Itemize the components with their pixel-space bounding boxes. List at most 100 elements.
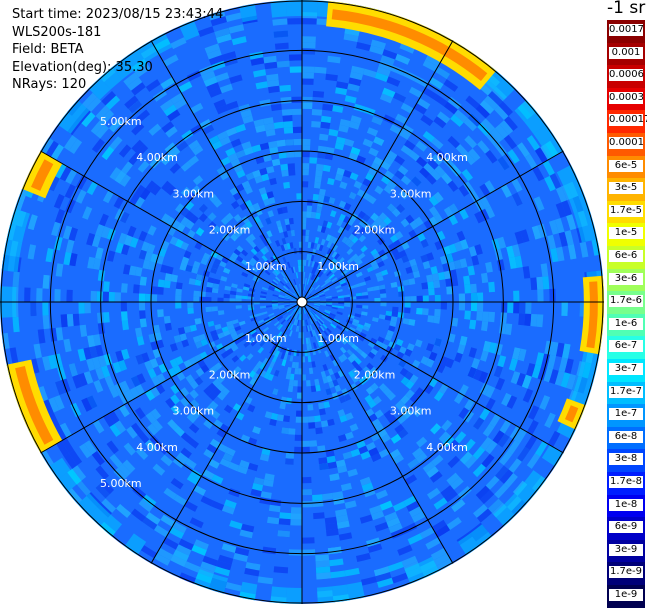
backscatter-cell — [313, 194, 319, 201]
backscatter-cell — [158, 279, 165, 287]
backscatter-cell — [459, 294, 465, 303]
backscatter-cell — [294, 151, 302, 157]
backscatter-cell — [239, 4, 257, 23]
colorbar-swatch: 1e-5 — [607, 223, 645, 246]
backscatter-cell — [380, 302, 386, 306]
backscatter-cell — [347, 582, 365, 601]
backscatter-cell — [289, 54, 302, 60]
backscatter-cell — [313, 512, 325, 519]
backscatter-cell — [549, 289, 555, 302]
backscatter-cell — [279, 518, 291, 525]
backscatter-cell — [404, 307, 411, 313]
backscatter-cell — [164, 280, 171, 288]
backscatter-cell — [524, 314, 531, 326]
backscatter-cell — [175, 289, 182, 296]
backscatter-cell — [302, 48, 315, 54]
backscatter-cell — [139, 310, 146, 319]
backscatter-cell — [292, 109, 302, 115]
colorbar-swatch: 0.00017 — [607, 110, 645, 133]
colorbar-swatch: 3e-8 — [607, 449, 645, 472]
backscatter-cell — [193, 291, 200, 297]
colorbar-label: 1e-7 — [609, 408, 643, 420]
colorbar-label: 3e-6 — [609, 273, 643, 285]
backscatter-cell — [13, 317, 20, 332]
backscatter-cell — [477, 302, 483, 312]
colorbar-swatch: 1.7e-9 — [607, 562, 645, 585]
backscatter-cell — [140, 318, 147, 327]
backscatter-cell — [296, 411, 302, 417]
backscatter-cell — [285, 139, 294, 146]
backscatter-cell — [121, 302, 127, 312]
backscatter-cell — [536, 314, 543, 327]
backscatter-cell — [277, 61, 290, 68]
range-ring-label: 4.00km — [426, 151, 468, 164]
backscatter-cell — [311, 121, 321, 128]
backscatter-cell — [356, 296, 362, 300]
backscatter-cell — [277, 414, 284, 421]
colorbar-label: 0.0017 — [609, 24, 643, 36]
colorbar-swatch: 0.0006 — [607, 65, 645, 88]
colorbar-label: 6e-5 — [609, 160, 643, 172]
backscatter-cell — [236, 299, 242, 303]
backscatter-cell — [302, 223, 306, 229]
backscatter-cell — [519, 302, 525, 314]
backscatter-cell — [302, 441, 310, 447]
backscatter-cell — [316, 572, 331, 579]
backscatter-cell — [279, 512, 291, 519]
backscatter-cell — [288, 169, 295, 176]
backscatter-cell — [302, 537, 315, 543]
backscatter-cell — [30, 302, 36, 316]
backscatter-cell — [302, 489, 312, 495]
backscatter-cell — [302, 169, 309, 175]
backscatter-cell — [206, 307, 212, 312]
backscatter-cell — [283, 415, 290, 422]
backscatter-cell — [277, 530, 290, 537]
backscatter-cell — [302, 78, 314, 84]
backscatter-cell — [312, 109, 322, 116]
backscatter-cell — [416, 308, 423, 315]
backscatter-cell — [302, 72, 314, 78]
backscatter-cell — [356, 305, 362, 309]
backscatter-cell — [316, 164, 324, 171]
backscatter-cell — [73, 314, 80, 326]
backscatter-cell — [165, 323, 172, 331]
backscatter-cell — [139, 294, 145, 303]
range-ring-label: 1.00km — [245, 260, 287, 273]
range-ring-label: 3.00km — [173, 187, 215, 200]
backscatter-cell — [470, 284, 477, 293]
backscatter-cell — [306, 230, 310, 236]
colorbar-label: 6e-8 — [609, 431, 643, 443]
colorbar-label: 1.7e-7 — [609, 386, 643, 398]
colorbar-label: 0.0006 — [609, 69, 643, 81]
backscatter-cell — [54, 289, 60, 302]
backscatter-cell — [212, 306, 218, 311]
range-ring-label: 1.00km — [317, 332, 359, 345]
colorbar-swatch: 1.7e-7 — [607, 382, 645, 405]
backscatter-cell — [274, 31, 289, 38]
backscatter-cell — [530, 314, 537, 327]
backscatter-cell — [296, 417, 302, 423]
backscatter-cell — [103, 281, 110, 292]
backscatter-cell — [242, 296, 248, 300]
backscatter-cell — [290, 519, 302, 525]
backscatter-cell — [313, 91, 324, 98]
backscatter-cell — [286, 398, 292, 405]
scan-info: Start time: 2023/08/15 23:43:44 WLS200s-… — [12, 6, 223, 94]
backscatter-cell — [432, 273, 439, 281]
backscatter-cell — [270, 586, 287, 603]
backscatter-cell — [314, 415, 321, 422]
colorbar-label: 0.0001 — [609, 137, 643, 149]
colorbar-swatch: 1.7e-8 — [607, 472, 645, 495]
backscatter-cell — [36, 288, 42, 302]
backscatter-cell — [133, 284, 140, 293]
backscatter-cell — [464, 311, 471, 320]
colorbar-swatch: 1e-8 — [607, 495, 645, 518]
backscatter-cell — [302, 181, 308, 187]
backscatter-cell — [307, 200, 313, 206]
colorbar-label: 1.7e-9 — [609, 566, 643, 578]
backscatter-cell — [285, 458, 294, 465]
backscatter-cell — [13, 272, 20, 287]
backscatter-cell — [309, 157, 317, 164]
backscatter-cell — [291, 507, 302, 513]
backscatter-cell — [362, 295, 368, 299]
